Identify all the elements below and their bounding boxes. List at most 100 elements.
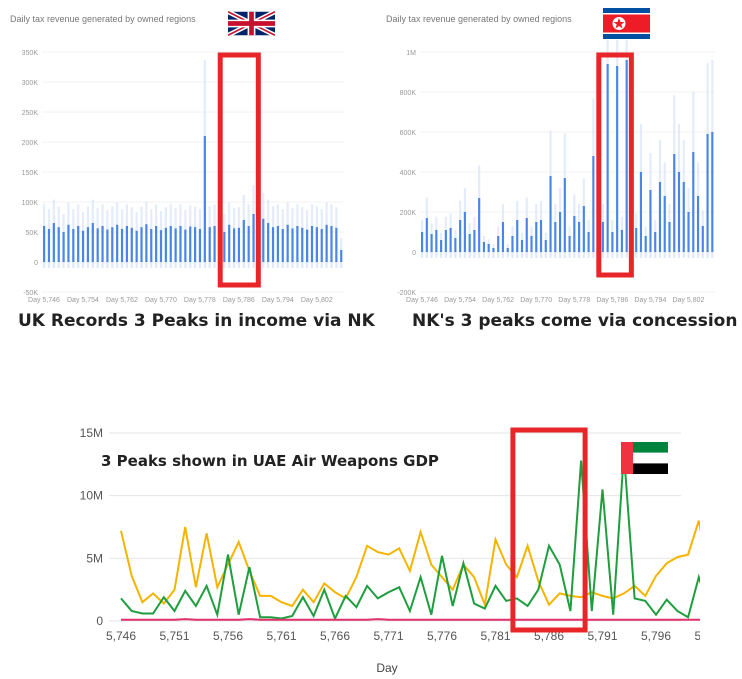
bar — [482, 242, 485, 252]
bar — [587, 232, 590, 252]
bar — [179, 226, 182, 262]
bar — [421, 232, 424, 252]
bar — [47, 229, 51, 262]
y-tick-label: 0 — [412, 250, 416, 257]
bar-negative — [81, 262, 85, 268]
bar-negative — [267, 262, 270, 268]
bar-negative — [271, 262, 275, 268]
bar — [57, 227, 60, 262]
bar — [125, 226, 128, 262]
x-tick-label: Day 5,786 — [223, 297, 255, 304]
bar-negative — [320, 262, 323, 268]
bar — [516, 220, 519, 252]
bar — [473, 230, 476, 252]
uae-chart-title: 3 Peaks shown in UAE Air Weapons GDP — [101, 452, 439, 470]
bar-negative — [516, 252, 519, 258]
bar-negative — [539, 252, 543, 258]
bar — [435, 230, 438, 252]
bar-negative — [677, 252, 681, 258]
bar — [497, 236, 500, 252]
bar — [86, 227, 90, 262]
bar — [213, 226, 216, 262]
bar — [77, 226, 80, 262]
bar-negative — [625, 252, 628, 258]
bar — [301, 227, 304, 262]
bar — [252, 214, 255, 262]
bar-negative — [194, 262, 197, 268]
bar-negative — [189, 262, 192, 268]
bar-negative — [478, 252, 481, 258]
bar — [320, 229, 323, 262]
bar — [310, 226, 314, 262]
x-tick-label: Day 5,754 — [444, 297, 476, 304]
bar-negative — [262, 262, 265, 268]
bar — [625, 60, 628, 252]
bar-negative — [135, 262, 138, 268]
bar-negative — [116, 262, 119, 268]
bar-negative — [130, 262, 133, 268]
bar — [582, 206, 585, 252]
bar — [159, 230, 163, 262]
bar — [111, 227, 114, 262]
bar-negative — [286, 262, 289, 268]
highlight-box — [510, 427, 588, 633]
bar-negative — [687, 252, 690, 258]
bar — [286, 224, 289, 262]
bar — [554, 222, 557, 252]
bar-negative — [468, 252, 471, 258]
bar-negative — [463, 252, 466, 258]
bar-negative — [649, 252, 652, 258]
bar — [72, 229, 75, 262]
bar — [530, 236, 533, 252]
bar-negative — [86, 262, 90, 268]
bar-negative — [169, 262, 172, 268]
bar — [687, 212, 690, 252]
bar-negative — [530, 252, 533, 258]
bar-negative — [454, 252, 457, 258]
bar — [281, 229, 284, 262]
bar — [184, 229, 187, 262]
bar — [639, 172, 643, 252]
bar-negative — [67, 262, 70, 268]
bar — [145, 224, 148, 262]
bar-negative — [306, 262, 309, 268]
x-tick-label: Day 5,794 — [262, 297, 294, 304]
bar-negative — [701, 252, 704, 258]
bar-negative — [587, 252, 590, 258]
x-tick-label: 5,791 — [587, 629, 617, 643]
bar — [43, 226, 46, 262]
y-tick-label: 0 — [96, 614, 103, 628]
bar — [649, 190, 652, 252]
bar — [449, 228, 452, 252]
bar-negative — [252, 262, 255, 268]
bar — [682, 182, 685, 252]
bar — [140, 227, 143, 262]
nk-flag-icon — [603, 8, 650, 39]
bar-negative — [435, 252, 438, 258]
bar-negative — [501, 252, 505, 258]
y-tick-label: 200K — [400, 210, 417, 217]
bar-negative — [52, 262, 55, 268]
x-tick-label: Day 5,778 — [558, 297, 590, 304]
bar — [506, 248, 509, 252]
bar-negative — [421, 252, 424, 258]
bar — [189, 226, 192, 262]
bar — [635, 228, 638, 252]
bar-negative — [611, 252, 614, 258]
bar-negative — [62, 262, 65, 268]
bar — [535, 222, 538, 252]
bar — [563, 178, 566, 252]
y-tick-label: 800K — [400, 90, 417, 97]
bar — [468, 234, 471, 252]
bar-negative — [120, 262, 124, 268]
x-tick-label: Day 5,802 — [301, 297, 333, 304]
bar — [335, 227, 338, 262]
bar — [578, 222, 581, 252]
bar — [601, 222, 604, 252]
x-tick-label: 5,771 — [373, 629, 403, 643]
bar-negative — [582, 252, 585, 258]
bar-negative — [511, 252, 514, 258]
bar-negative — [91, 262, 94, 268]
nk-chart-title: Daily tax revenue generated by owned reg… — [386, 14, 572, 24]
